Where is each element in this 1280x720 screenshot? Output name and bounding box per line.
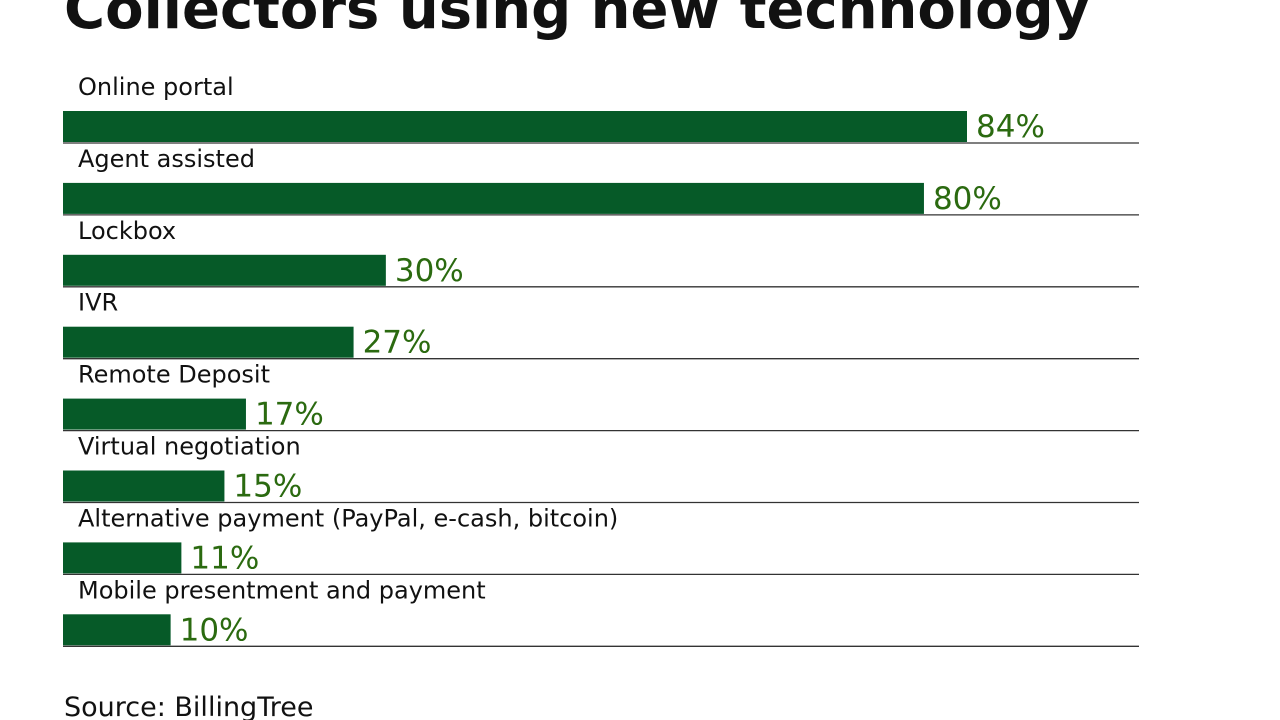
bar-row: Lockbox 30%: [63, 217, 1139, 289]
bar: [63, 542, 182, 574]
category-label: IVR: [78, 289, 118, 317]
value-label: 11%: [190, 540, 259, 576]
value-label: 30%: [395, 253, 464, 289]
category-label: Alternative payment (PayPal, e-cash, bit…: [78, 504, 618, 532]
bar-row: Agent assisted 80%: [63, 145, 1139, 217]
bar-row: IVR 27%: [63, 289, 1139, 361]
category-label: Virtual negotiation: [78, 433, 301, 461]
category-label: Agent assisted: [78, 145, 255, 173]
value-label: 80%: [933, 181, 1002, 217]
category-label: Lockbox: [78, 217, 176, 245]
bar: [63, 326, 354, 358]
value-label: 17%: [255, 397, 324, 433]
source-note: Source: BillingTree: [64, 692, 314, 720]
bar-row: Remote Deposit 17%: [63, 361, 1139, 433]
value-label: 10%: [180, 612, 249, 648]
value-label: 27%: [363, 325, 432, 361]
category-label: Online portal: [78, 73, 234, 101]
bar: [63, 470, 225, 502]
bar-row: Mobile presentment and payment 10%: [63, 576, 1139, 648]
value-label: 15%: [233, 469, 302, 505]
bar: [63, 398, 246, 430]
bar-row: Virtual negotiation 15%: [63, 433, 1139, 505]
bar: [63, 182, 924, 214]
value-label: 84%: [976, 109, 1045, 145]
bar: [63, 614, 171, 646]
bar: [63, 254, 386, 286]
category-label: Remote Deposit: [78, 361, 270, 389]
category-label: Mobile presentment and payment: [78, 576, 486, 604]
bar: [63, 111, 967, 142]
bar-row: Alternative payment (PayPal, e-cash, bit…: [63, 504, 1139, 576]
chart-title: Collectors using new technology: [64, 0, 1091, 42]
bar-row: Online portal 84%: [63, 73, 1139, 145]
